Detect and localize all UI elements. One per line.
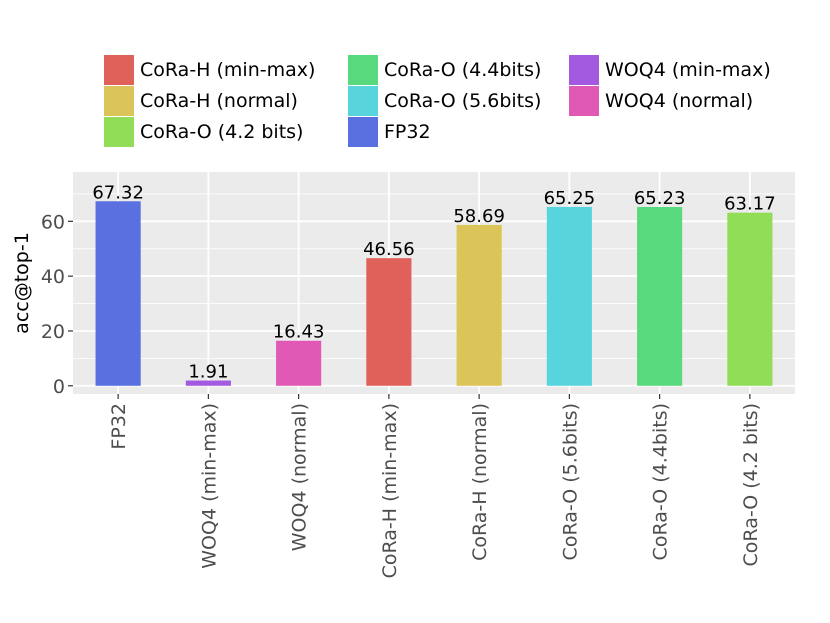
x-tick-label: WOQ4 (normal) bbox=[289, 403, 311, 551]
x-tick-label: CoRa-O (4.4bits) bbox=[650, 403, 672, 560]
legend-swatch bbox=[348, 85, 378, 116]
legend-label: CoRa-H (min-max) bbox=[140, 58, 316, 81]
legend-item: FP32 bbox=[348, 116, 569, 147]
x-tick-label: CoRa-H (normal) bbox=[469, 403, 491, 561]
legend-swatch bbox=[104, 116, 134, 147]
plot-background bbox=[73, 172, 795, 394]
bar-value-label: 46.56 bbox=[363, 239, 415, 260]
legend-item: CoRa-O (4.2 bits) bbox=[104, 116, 348, 147]
bar-fp32 bbox=[95, 201, 141, 386]
legend-swatch bbox=[569, 85, 599, 116]
legend-item: CoRa-H (normal) bbox=[104, 85, 348, 116]
legend-swatch bbox=[348, 116, 378, 147]
y-tick-label: 40 bbox=[41, 266, 65, 288]
y-axis: 0 20 40 60 bbox=[41, 211, 73, 398]
legend-label: CoRa-O (4.4bits) bbox=[384, 58, 542, 81]
y-axis-label: acc@top-1 bbox=[11, 232, 33, 334]
bar-woq4-min-max bbox=[185, 380, 231, 386]
legend-swatch bbox=[569, 54, 599, 85]
legend-item: WOQ4 (min-max) bbox=[569, 54, 799, 85]
bar-cora-o-4-2-bits bbox=[727, 212, 773, 386]
legend-item: CoRa-O (5.6bits) bbox=[348, 85, 569, 116]
bar-value-label: 65.25 bbox=[544, 188, 596, 209]
x-tick-label: CoRa-O (4.2 bits) bbox=[740, 403, 762, 566]
legend-item: CoRa-H (min-max) bbox=[104, 54, 348, 85]
x-tick-label: WOQ4 (min-max) bbox=[198, 403, 220, 569]
bar-value-labels: 67.32 1.91 16.43 46.56 58.69 65.25 65.23 63.17 bbox=[92, 182, 775, 382]
legend-label: FP32 bbox=[384, 120, 431, 143]
bars-group bbox=[95, 201, 773, 386]
x-tick-label: CoRa-O (5.6bits) bbox=[559, 403, 581, 560]
bar-cora-o-4-4bits bbox=[637, 206, 683, 386]
legend-swatch bbox=[104, 54, 134, 85]
y-tick-label: 20 bbox=[41, 321, 65, 343]
bar-cora-h-normal bbox=[456, 224, 502, 386]
x-tick-label: CoRa-H (min-max) bbox=[379, 403, 401, 578]
y-tick-label: 0 bbox=[53, 376, 65, 398]
legend-label: WOQ4 (min-max) bbox=[605, 58, 771, 81]
legend-swatch bbox=[348, 54, 378, 85]
bar-value-label: 58.69 bbox=[453, 206, 505, 227]
legend-label: CoRa-O (5.6bits) bbox=[384, 89, 542, 112]
bar-woq4-normal bbox=[276, 340, 322, 386]
legend-item: CoRa-O (4.4bits) bbox=[348, 54, 569, 85]
bar-cora-o-5-6bits bbox=[546, 206, 592, 386]
x-axis: FP32 WOQ4 (min-max) WOQ4 (normal) CoRa-H (m… bbox=[108, 394, 762, 578]
bar-cora-h-min-max bbox=[366, 258, 412, 386]
bar-value-label: 67.32 bbox=[92, 182, 144, 203]
y-tick-label: 60 bbox=[41, 211, 65, 233]
legend-label: CoRa-H (normal) bbox=[140, 89, 298, 112]
bar-value-label: 16.43 bbox=[273, 322, 325, 343]
bar-value-label: 1.91 bbox=[188, 362, 228, 383]
bar-value-label: 63.17 bbox=[724, 194, 776, 215]
legend-item: WOQ4 (normal) bbox=[569, 85, 799, 116]
legend-label: CoRa-O (4.2 bits) bbox=[140, 120, 304, 143]
legend-swatch bbox=[104, 85, 134, 116]
legend-label: WOQ4 (normal) bbox=[605, 89, 754, 112]
bar-value-label: 65.23 bbox=[634, 188, 686, 209]
x-tick-label: FP32 bbox=[108, 403, 130, 450]
chart-legend: CoRa-H (min-max) CoRa-H (normal) CoRa-O (4… bbox=[104, 54, 799, 147]
